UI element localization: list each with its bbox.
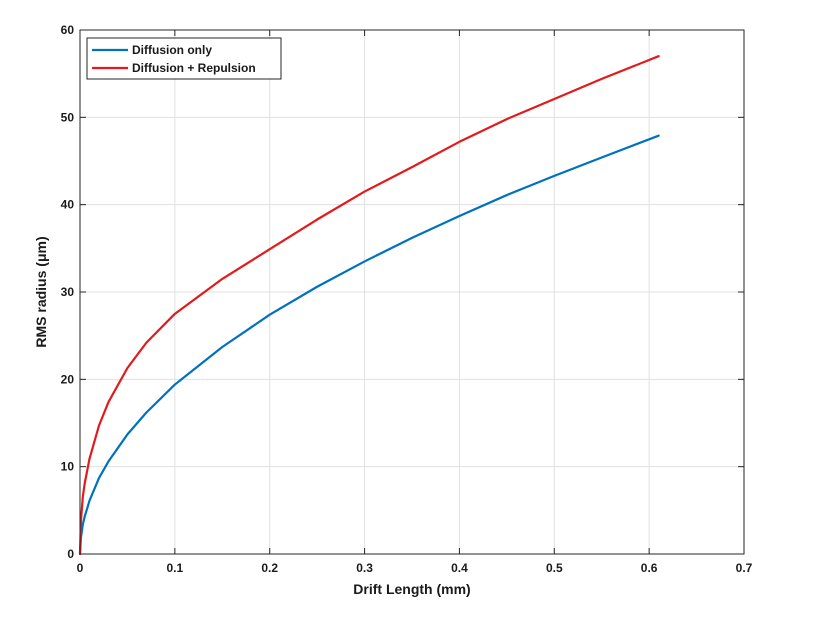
data-series [78,55,660,556]
y-tick-label: 40 [61,198,75,212]
y-axis-label: RMS radius (μm) [33,236,49,347]
y-tick-label: 20 [61,372,75,386]
legend: Diffusion only Diffusion + Repulsion [86,37,282,80]
x-tick-label: 0.7 [736,561,753,575]
y-tick-label: 10 [61,460,75,474]
legend-label-diffusion-repulsion: Diffusion + Repulsion [132,61,256,75]
x-tick-label: 0.3 [356,561,373,575]
x-tick-label: 0.4 [451,561,468,575]
x-tick-label: 0.1 [167,561,184,575]
legend-box [86,37,282,80]
y-tick-label: 50 [61,110,75,124]
legend-label-diffusion-only: Diffusion only [132,43,212,57]
y-tick-label: 0 [67,547,74,561]
y-tick-label: 30 [61,285,75,299]
x-axis-label: Drift Length (mm) [353,581,470,597]
axis-ticks: 0 0.1 0.2 0.3 0.4 0.5 0.6 0.7 0 10 20 30 40 50 60 [61,23,753,575]
x-tick-label: 0 [77,561,84,575]
x-tick-label: 0.5 [546,561,563,575]
series-line-diffusion-repulsion [78,55,660,556]
x-tick-label: 0.6 [641,561,658,575]
x-tick-label: 0.2 [261,561,278,575]
series-line-diffusion-only [78,134,660,556]
y-tick-label: 60 [61,23,75,37]
grid-lines [80,30,744,554]
